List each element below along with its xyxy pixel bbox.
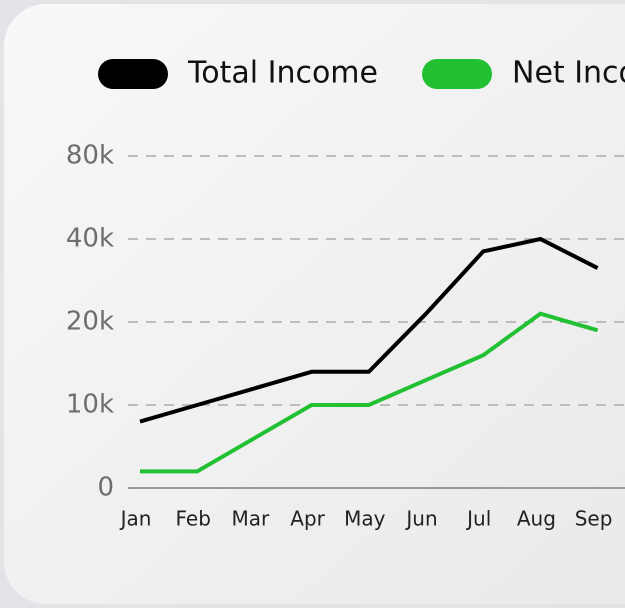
card (4, 4, 625, 604)
y-tick-label: 80k (66, 141, 114, 171)
x-tick-label: May (344, 507, 386, 531)
legend-label: Net Income (512, 56, 625, 91)
y-tick-label: 0 (97, 473, 114, 503)
x-tick-label: Jun (404, 507, 437, 531)
line-series (139, 236, 599, 424)
x-tick-label: Jul (465, 507, 491, 531)
legend-swatch (422, 59, 492, 89)
line-series (140, 311, 599, 474)
y-tick-label: 10k (66, 390, 114, 420)
x-tick-label: Jan (119, 507, 152, 531)
x-tick-label: Apr (290, 507, 325, 531)
x-tick-label: Aug (517, 507, 556, 531)
y-tick-label: 40k (66, 224, 114, 254)
legend-swatch (98, 59, 168, 89)
y-tick-label: 20k (66, 307, 114, 337)
x-tick-label: Feb (175, 507, 210, 531)
legend-label: Total Income (187, 56, 378, 91)
x-tick-label: Mar (232, 507, 271, 531)
x-tick-label: Sep (575, 507, 613, 531)
